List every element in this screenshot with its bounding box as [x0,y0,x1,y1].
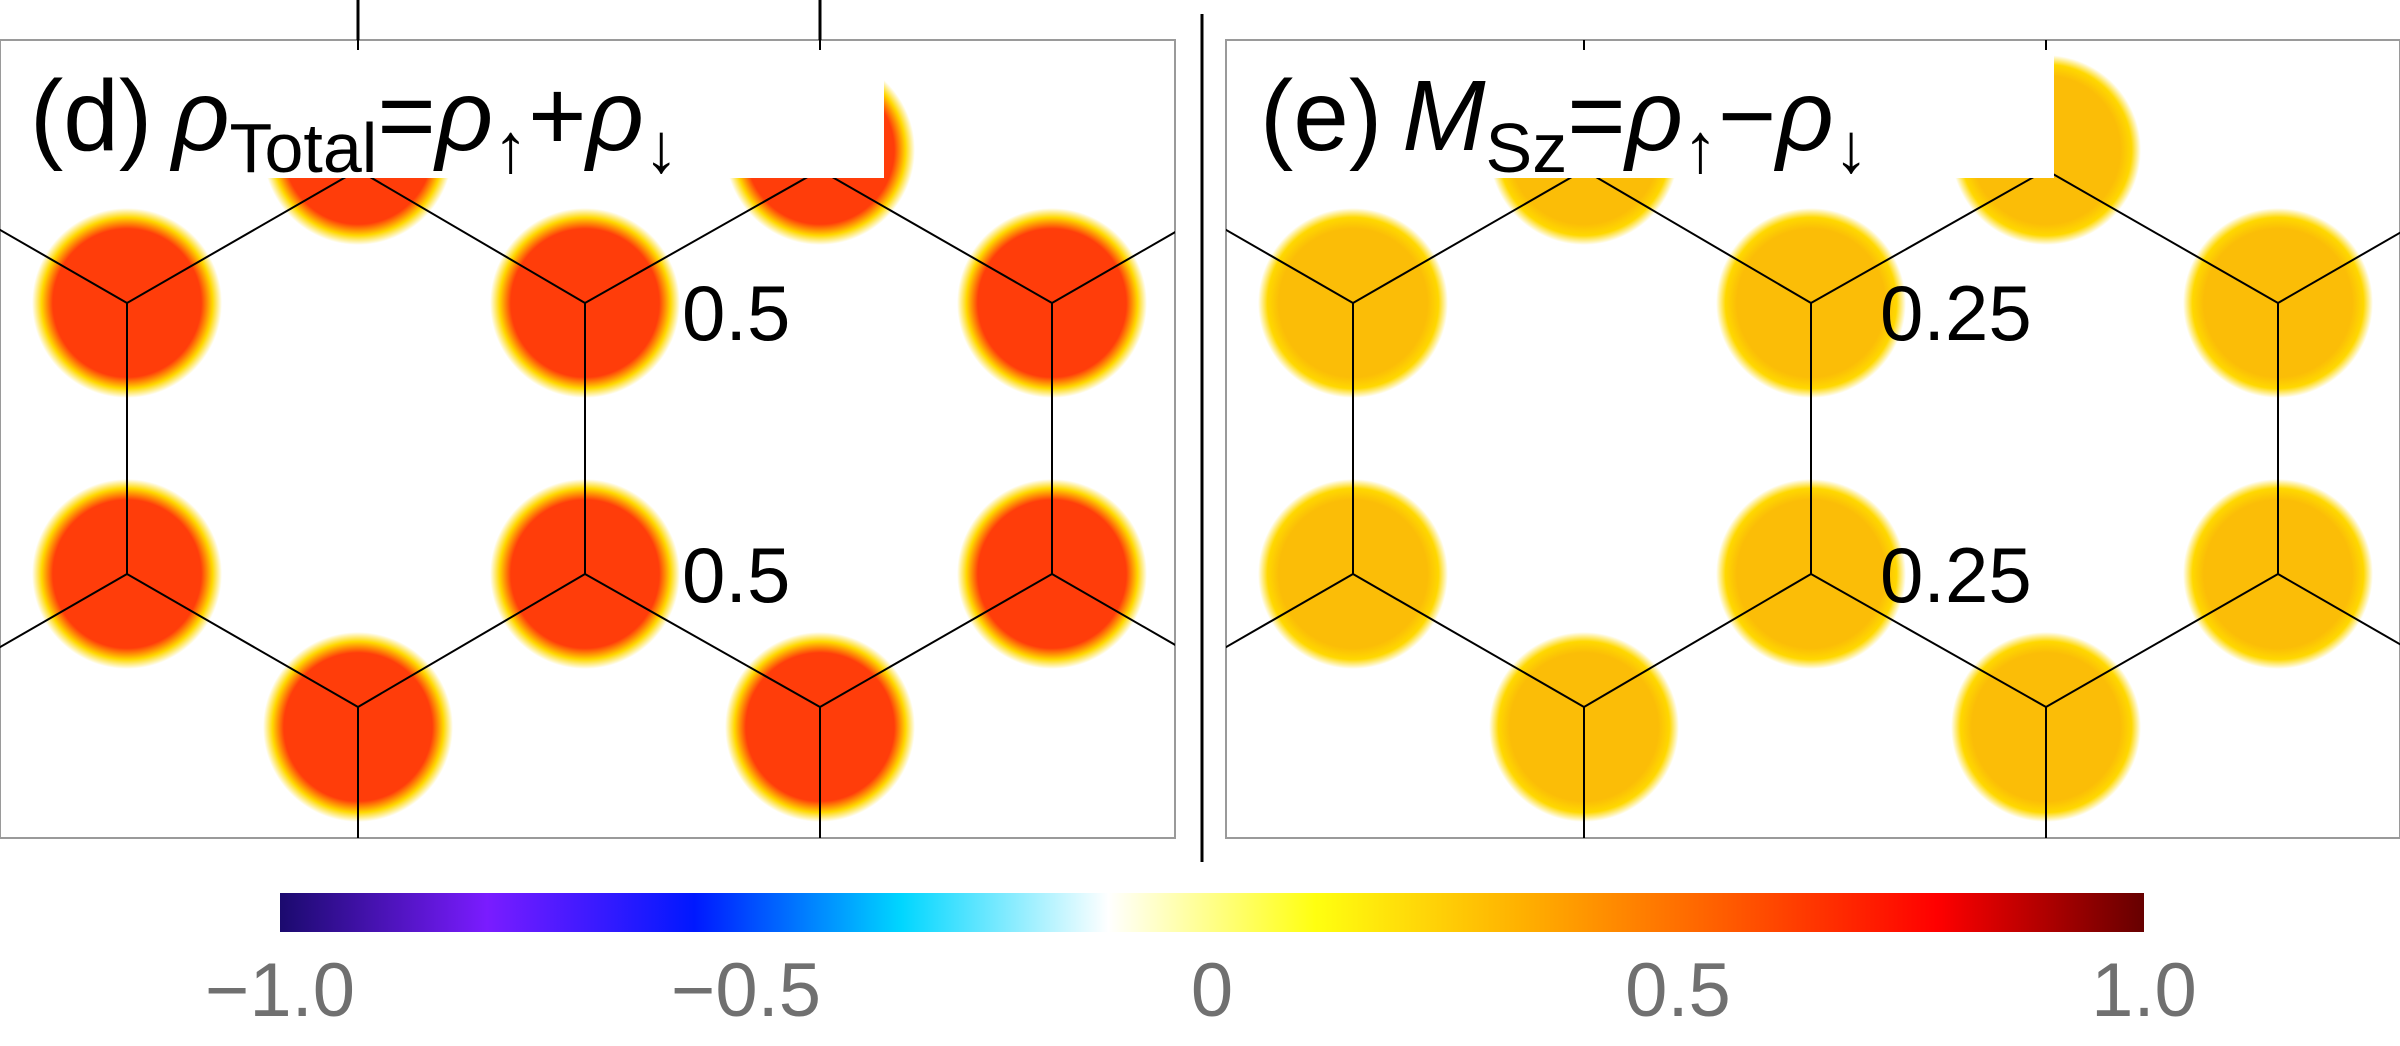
panel-d-lattice [0,40,1175,838]
panel-e-title-sub: Sz [1486,109,1568,187]
colorbar-tick-label: 0 [1191,948,1233,1033]
colorbar-tick-label: −1.0 [205,948,355,1033]
colorbar: −1.0 −0.5 0 0.5 1.0 [205,893,2197,1033]
lattice-bond [819,169,1053,304]
panel-d-title-rho3: ρ [583,60,643,172]
panel-e-title-up: ↑ [1683,109,1718,187]
panel-e-value-label-upper: 0.25 [1880,269,2032,357]
colorbar-tick-label: −0.5 [671,948,821,1033]
panel-d-value-label-lower: 0.5 [682,531,790,619]
lattice-bond [584,169,821,304]
panel-e-title-m: M [1402,60,1486,172]
panel-d-title-down: ↓ [644,109,679,187]
lattice-bond [2045,169,2279,304]
colorbar-tick-label: 0.5 [1625,948,1731,1033]
lattice-bond [1226,228,1354,304]
panel-e-title-down: ↓ [1834,109,1869,187]
panel-e-frame [1225,39,2400,839]
panel-e-title-op: − [1718,60,1776,172]
lattice-bond [1051,573,1175,646]
lattice-bond [1810,169,2047,304]
lattice-bond [1583,169,1812,304]
lattice-bond [2045,573,2279,708]
lattice-bond [2277,573,2400,646]
lattice-bond [2277,231,2400,304]
lattice-bond [126,573,359,708]
panel-d-title-background [8,50,884,178]
lattice-bond [819,573,1053,708]
panel-d-title-rho: ρ [169,60,229,172]
panel-d-title-up: ↑ [493,109,528,187]
lattice-bond [1583,573,1812,708]
colorbar-gradient [280,893,2144,932]
panel-d: (d) ρTotal=ρ↑+ρ↓ 0.5 0.5 [0,0,1176,839]
panel-d-frame [0,39,1176,839]
lattice-bond [1352,573,1585,708]
lattice-bond [126,169,359,304]
panel-d-value-label-upper: 0.5 [682,269,790,357]
lattice-bond [0,573,128,649]
panel-e: (e) MSz=ρ↑−ρ↓ 0.25 0.25 [1225,39,2400,839]
panel-e-title: (e) MSz=ρ↑−ρ↓ [1260,60,1869,187]
lattice-bond [1352,169,1585,304]
colorbar-tick-label: 1.0 [2091,948,2197,1033]
panel-e-lattice [1226,40,2400,838]
panel-d-title-rho2: ρ [433,60,493,172]
panel-d-title-op: + [528,60,586,172]
panel-e-value-label-lower: 0.25 [1880,531,2032,619]
panel-e-title-background [1236,50,2054,178]
panel-d-title-eq: = [377,60,435,172]
lattice-bond [1051,231,1175,304]
panel-d-title-prefix: (d) [30,60,152,172]
panel-d-title: (d) ρTotal=ρ↑+ρ↓ [30,60,679,187]
lattice-bond [1226,573,1354,649]
lattice-bond [357,169,586,304]
panel-e-title-rho2: ρ [1623,60,1683,172]
panel-d-title-sub: Total [230,109,378,187]
panel-e-title-rho3: ρ [1773,60,1833,172]
panel-e-title-eq: = [1567,60,1625,172]
lattice-bond [1810,573,2047,708]
lattice-bond [357,573,586,708]
lattice-bond [0,228,128,304]
lattice-bond [584,573,821,708]
panel-e-title-prefix: (e) [1260,60,1382,172]
